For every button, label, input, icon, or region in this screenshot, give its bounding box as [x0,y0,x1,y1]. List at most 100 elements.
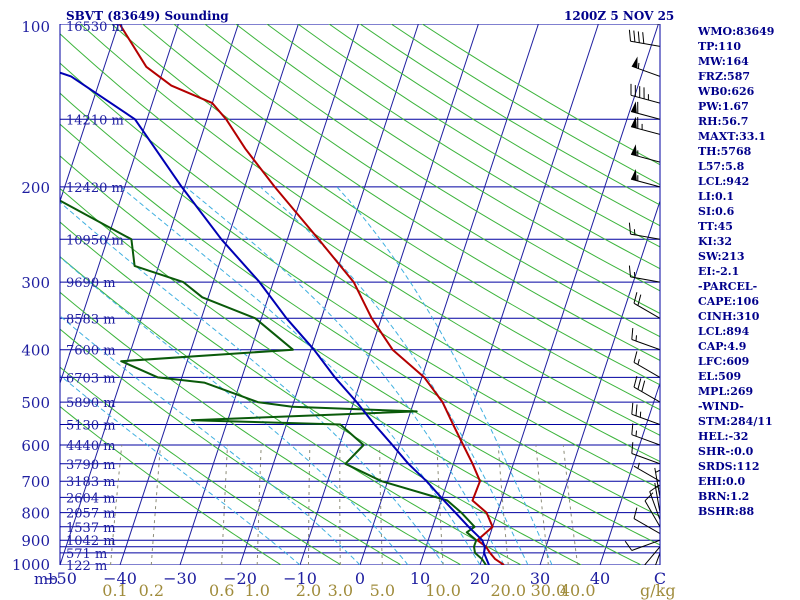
mixing-ratio-label: 0.1 [102,581,127,600]
index-item: HEL:-32 [698,430,748,443]
wind-barb-flag [637,31,640,43]
index-item: KI:32 [698,235,732,248]
height-label: 2057 m [66,507,116,522]
wind-barb-22 [630,144,660,163]
height-label: 5890 m [66,396,116,411]
mixing-ratio-label: 1.0 [244,581,269,600]
isotherm-0 [359,24,539,565]
pressure-tick-label: 300 [21,274,50,292]
wind-barb-half-flag [637,462,640,469]
wind-barb-pennant [631,56,638,69]
isotherm--60 [60,24,179,385]
wind-barb-12 [631,442,660,465]
index-item: TP:110 [698,40,741,53]
temperature-tick-label: −10 [283,569,317,588]
temperature-labels: −50 −40 −30 −20 −10 0 10 20 30 40 C [43,569,666,588]
index-item: STM:284/11 [698,415,773,428]
wind-barb-shaft [631,65,660,77]
index-item: L57:5.8 [698,160,745,173]
chart-time: 1200Z 5 NOV 25 [564,9,674,23]
temperature-tick-label: 20 [470,569,490,588]
dewpoint-line [60,199,487,565]
wind-barb-shaft [631,434,660,446]
dry-adiabat-380 [80,24,660,411]
wind-barb-shaft [631,453,660,465]
wind-barb-shaft [631,539,660,551]
wind-barb-pennant [631,101,637,114]
wind-barb-3 [630,546,660,565]
isotherm--20 [239,24,419,565]
wind-barb-shaft [630,276,660,283]
dry-adiabat-390 [111,24,660,386]
wind-barb-18 [633,292,660,319]
mixing-ratio-20 [497,444,509,565]
wind-barb-flag [633,507,638,519]
wind-barb-shaft [630,233,660,240]
height-label: 9690 m [66,276,116,291]
isotherm--70 [60,24,119,203]
index-item: SW:213 [698,250,745,263]
wind-barb-half-flag [633,271,636,278]
moist-adiabat-20 [120,186,481,565]
wind-barb-flag [628,222,631,235]
pressure-tick-label: 500 [21,394,50,412]
mixing-ratio-0.6 [221,444,229,565]
unit-gkg-label: g/kg [640,581,676,600]
mixing-ratio-labels: 0.1 0.2 0.6 1.0 2.0 3.0 5.0 10.0 20.0 30.040.0 [102,581,595,600]
index-item: MPL:269 [698,385,753,398]
dry-adiabat-280 [60,328,402,565]
wind-barb-19 [628,265,660,283]
mixing-ratio-30 [535,444,549,565]
moist-adiabat-0 [60,315,361,565]
pressure-labels: 100 200 300 400 500 600 700 800 900 1000 [12,18,50,574]
pressure-tick-label: 700 [21,473,50,491]
wind-barb-flag [637,294,642,306]
dry-adiabats [60,24,660,565]
temperature-tick-label: −30 [163,569,197,588]
wind-barb-half-flag [637,358,640,365]
wind-barb-15 [633,375,660,403]
dry-adiabat-430 [235,24,660,292]
index-item: MAXT:33.1 [698,130,766,143]
pressure-tick-label: 600 [21,437,50,455]
wind-barb-flag [631,402,634,415]
wind-barb-shaft [631,339,660,351]
wind-barb-flag [641,380,646,392]
height-label: 7600 m [66,344,116,359]
pressure-tick-label: 900 [21,532,50,550]
mixing-ratio-label: 20.0 [490,581,526,600]
wind-barb-flag [633,30,636,43]
wind-barb-shaft [644,500,660,528]
temperature-line [118,24,505,565]
wind-barb-shaft [630,126,660,135]
mixing-ratio-label: 0.2 [139,581,164,600]
dry-adiabat-320 [60,187,642,565]
wind-barb-flag [637,378,642,390]
wind-barb-pennant [631,116,637,129]
height-label: 6703 m [66,371,116,386]
wind-barb-6 [644,492,660,528]
height-label: 16530 m [66,20,124,35]
parcel-line [60,71,490,565]
wind-barbs [624,24,660,565]
mixing-ratio-label: 0.6 [209,581,234,600]
index-item: EL:509 [698,370,741,383]
wind-barb-half-flag [635,430,637,437]
wind-barb-shaft [654,467,660,498]
index-item: BSHR:88 [698,505,754,518]
mixing-ratio-0.1 [110,444,123,565]
temperature-tick-label: C [654,569,666,588]
index-item: LI:0.1 [698,190,734,203]
index-item: SI:0.6 [698,205,735,218]
index-item: SRDS:112 [698,460,760,473]
index-item: PW:1.67 [698,100,749,113]
index-item: TT:45 [698,220,733,233]
index-item: SHR-:0.0 [698,445,754,458]
index-item: -PARCEL- [698,280,757,293]
index-item: EHI:0.0 [698,475,745,488]
wind-barb-shaft [654,482,660,513]
pressure-tick-label: 800 [21,505,50,523]
index-item: MW:164 [698,55,749,68]
